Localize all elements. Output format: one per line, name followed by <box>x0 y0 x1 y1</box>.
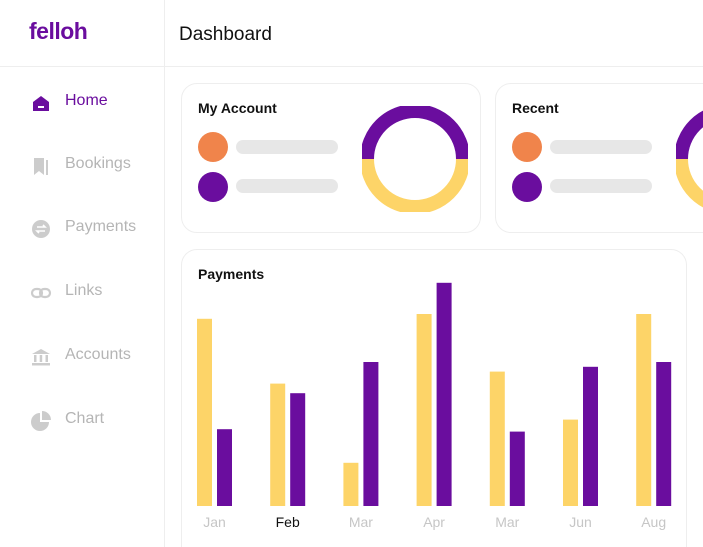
sidebar-item-label: Bookings <box>65 155 131 172</box>
bar-mar-series-2[interactable] <box>509 431 525 506</box>
x-tick-label: Feb <box>275 514 300 530</box>
x-tick-label: Aug <box>641 514 667 530</box>
x-tick-label: Jun <box>569 514 592 530</box>
recent-card[interactable]: Recent <box>495 83 703 233</box>
link-icon <box>30 282 52 304</box>
avatar <box>198 172 228 202</box>
sidebar-item-label: Accounts <box>65 346 131 363</box>
x-tick-label: Mar <box>348 514 373 530</box>
brand-bar: felloh <box>0 0 164 67</box>
bar-feb-series-2[interactable] <box>290 393 306 506</box>
bookmark-icon <box>30 155 52 177</box>
bank-icon <box>30 346 52 368</box>
sidebar-item-accounts[interactable]: Accounts <box>0 336 164 376</box>
sidebar-item-chart[interactable]: Chart <box>0 400 164 440</box>
donut-chart <box>362 106 468 212</box>
card-title: Recent <box>512 100 559 116</box>
bar-aug-series-2[interactable] <box>656 362 672 506</box>
page-title: Dashboard <box>179 24 272 45</box>
payments-icon <box>30 218 52 240</box>
avatar <box>198 132 228 162</box>
avatar <box>512 132 542 162</box>
pie-chart-icon <box>30 410 52 432</box>
sidebar-item-home[interactable]: Home <box>0 82 164 122</box>
donut-chart <box>676 110 703 208</box>
bar-jun-series-2[interactable] <box>583 366 598 506</box>
sidebar-item-label: Chart <box>65 410 105 427</box>
x-tick-label: Mar <box>495 514 520 530</box>
placeholder-line <box>236 140 338 154</box>
bar-aug-series-1[interactable] <box>636 314 652 506</box>
header: Dashboard <box>165 0 703 67</box>
x-tick-label: Apr <box>423 514 445 530</box>
sidebar-item-label: Home <box>65 92 108 109</box>
my-account-card[interactable]: My Account <box>181 83 481 233</box>
bar-apr-series-2[interactable] <box>436 282 452 506</box>
payments-card[interactable]: Payments <box>181 249 687 547</box>
sidebar-item-bookings[interactable]: Bookings <box>0 145 164 185</box>
card-title: Payments <box>198 266 265 282</box>
bar-jan-series-2[interactable] <box>217 429 232 506</box>
bar-jun-series-1[interactable] <box>563 419 578 506</box>
sidebar-item-label: Links <box>65 282 103 299</box>
placeholder-line <box>550 140 652 154</box>
x-tick-label: Jan <box>203 514 226 530</box>
bar-mar-series-2[interactable] <box>363 362 379 506</box>
sidebar-item-links[interactable]: Links <box>0 272 164 312</box>
sidebar-item-label: Payments <box>65 218 137 235</box>
bar-mar-series-1[interactable] <box>489 371 505 506</box>
bar-mar-series-1[interactable] <box>343 462 359 506</box>
bar-apr-series-1[interactable] <box>416 314 432 506</box>
placeholder-line <box>236 179 338 193</box>
home-icon <box>30 92 52 114</box>
sidebar: felloh Home Bookings Payments Links <box>0 0 165 547</box>
felloh-logo[interactable]: felloh <box>29 18 88 44</box>
avatar <box>512 172 542 202</box>
sidebar-item-payments[interactable]: Payments <box>0 208 164 248</box>
bar-feb-series-1[interactable] <box>270 383 286 506</box>
card-title: My Account <box>198 100 277 116</box>
placeholder-line <box>550 179 652 193</box>
bar-jan-series-1[interactable] <box>197 318 212 506</box>
